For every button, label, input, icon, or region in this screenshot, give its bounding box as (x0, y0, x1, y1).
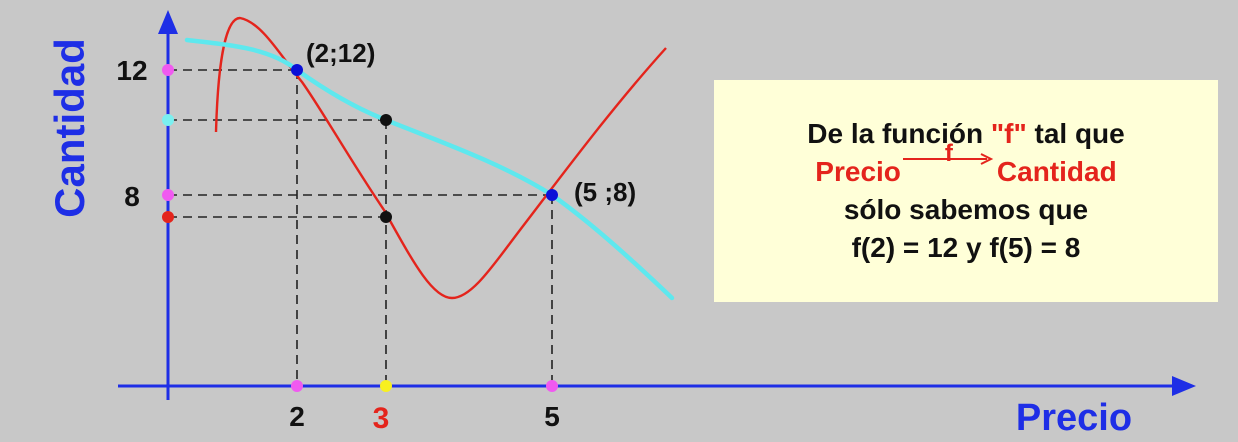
mapping-arrow-label: f (944, 140, 953, 167)
y-axis-label: Cantidad (46, 38, 93, 218)
mapping-arrow: f (901, 140, 997, 191)
info-line-3: sólo sabemos que (843, 194, 1089, 225)
point-label-2-12: (2;12) (306, 38, 375, 68)
x-axis-label: Precio (1016, 397, 1132, 439)
y-tick-8: 8 (124, 181, 140, 212)
info-line-4: f(2) = 12 y f(5) = 8 (851, 232, 1081, 263)
info-line-1-pre: De la función (807, 118, 991, 149)
cyan-curve (184, 37, 675, 301)
x-dot-5 (546, 380, 558, 392)
y-dot-lower (162, 211, 174, 223)
point-5-8 (546, 189, 558, 201)
y-dot-upper (162, 114, 174, 126)
info-line-1-f: "f" (990, 118, 1027, 149)
point-2-12 (291, 64, 303, 76)
x-tick-3: 3 (373, 402, 390, 435)
info-line-2: Precio f Cantidad (815, 140, 1117, 191)
x-dot-3 (380, 380, 392, 392)
y-dot-8 (162, 189, 174, 201)
mapping-domain: Precio (815, 156, 901, 187)
mapping-codomain: Cantidad (996, 156, 1117, 187)
x-tick-5: 5 (544, 401, 560, 432)
info-line-1-post: tal que (1026, 118, 1125, 149)
y-tick-12: 12 (116, 55, 147, 86)
y-axis-arrowhead (158, 10, 178, 34)
info-box: De la función "f" tal que Precio f Cantida… (714, 80, 1218, 302)
point-red-3 (380, 211, 392, 223)
x-axis-arrowhead (1172, 376, 1196, 396)
y-dot-12 (162, 64, 174, 76)
info-line-1: De la función "f" tal que (807, 115, 1124, 153)
guide-lines (168, 69, 553, 386)
x-dot-2 (291, 380, 303, 392)
arrow-right-icon (902, 153, 994, 165)
x-tick-2: 2 (289, 401, 305, 432)
point-cyan-3 (380, 114, 392, 126)
point-label-5-8: (5 ;8) (574, 177, 636, 207)
